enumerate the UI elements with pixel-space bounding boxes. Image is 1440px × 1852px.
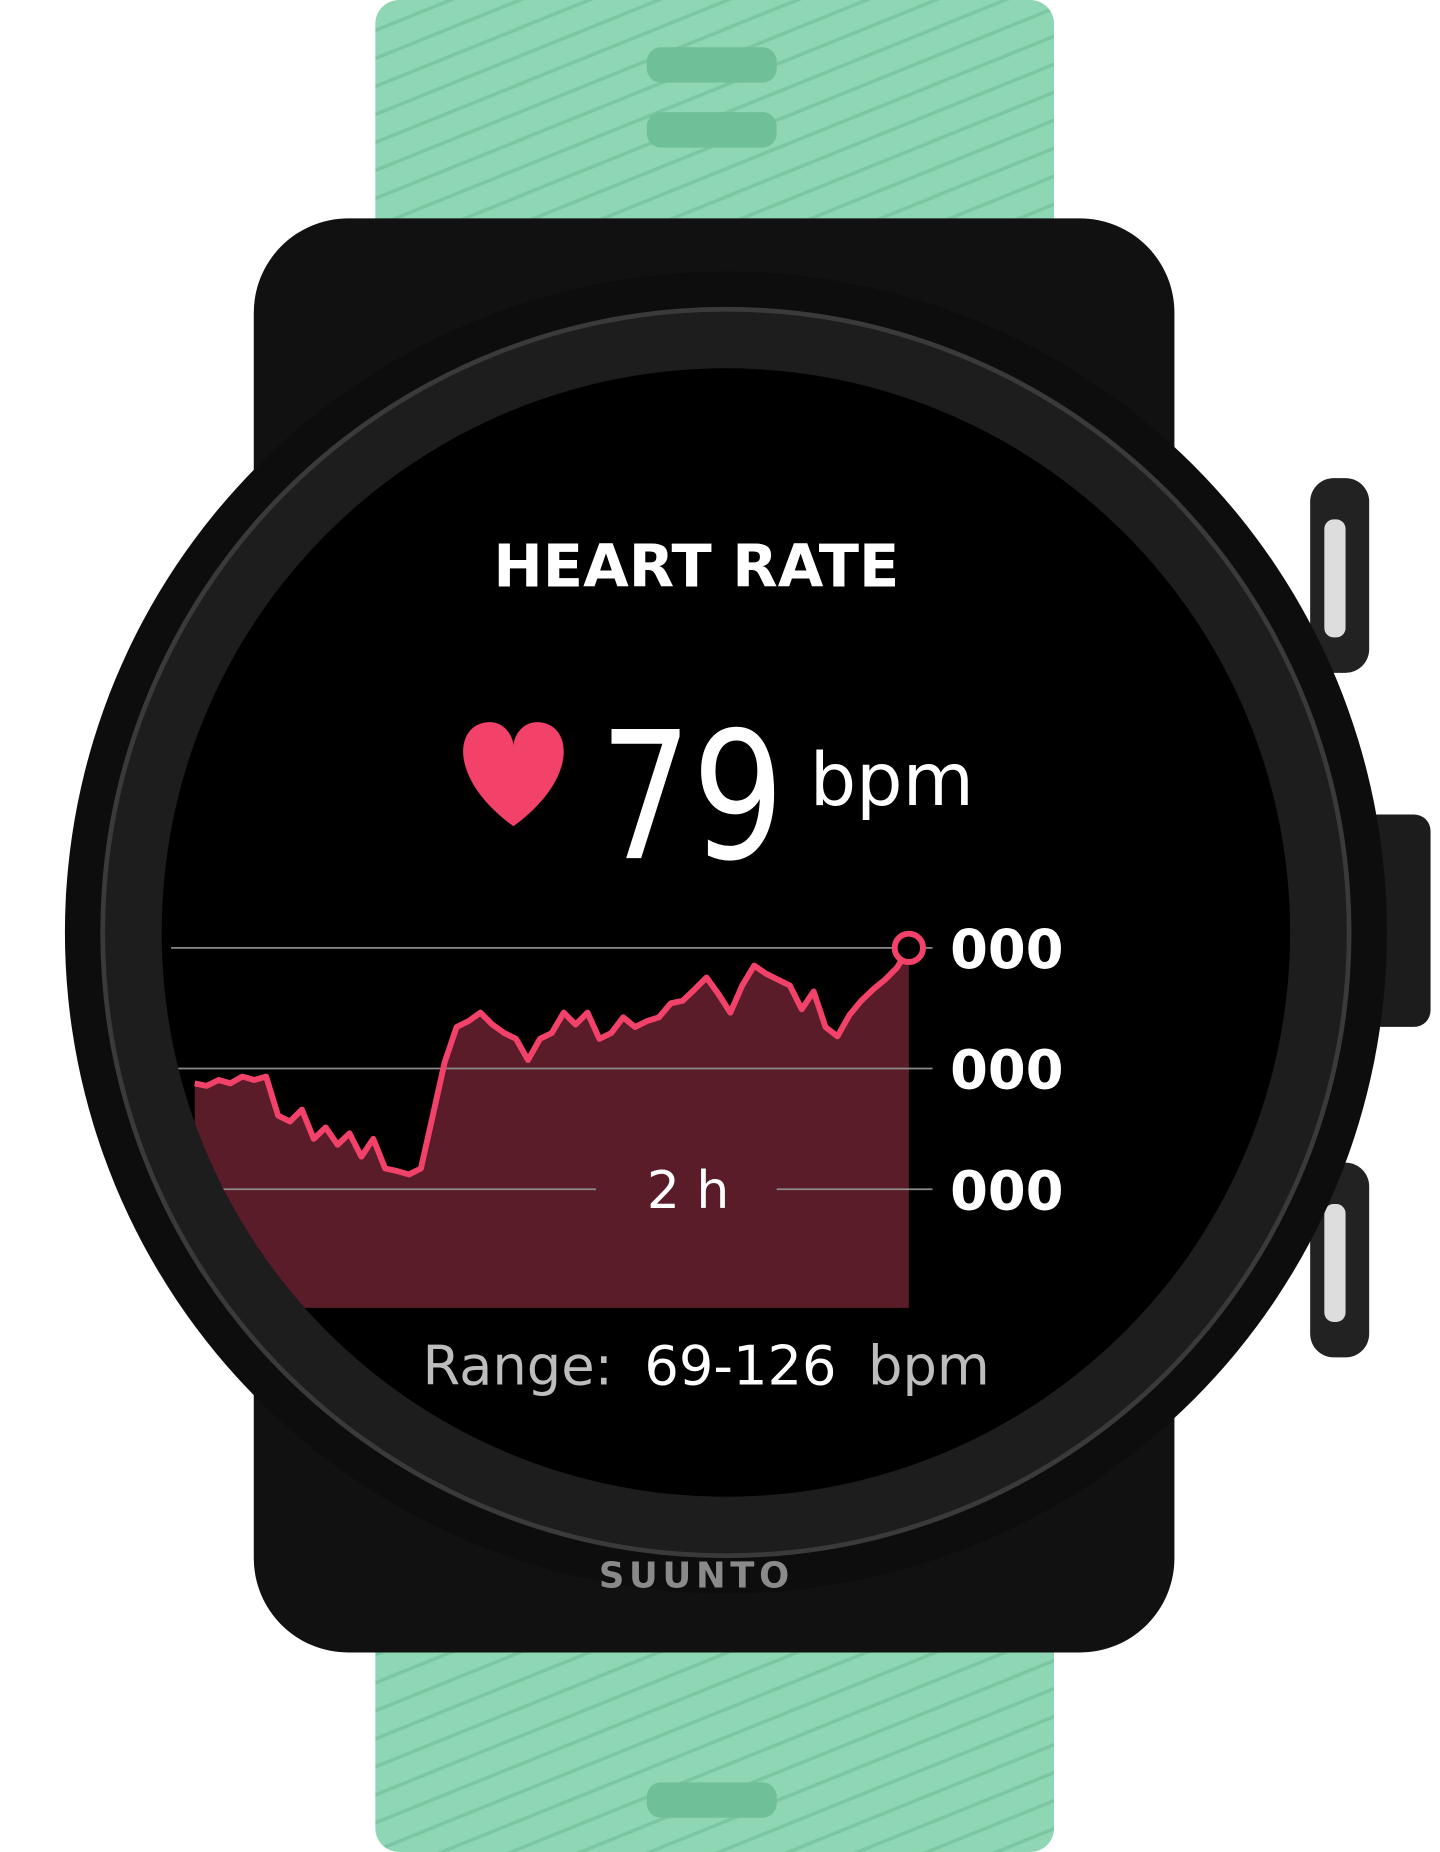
y-tick-label: 000 [950,918,1063,981]
area-line [194,946,912,1178]
annotation-bg [596,1153,777,1225]
screen-title: HEART RATE [493,532,899,601]
strap-hole [646,1782,777,1818]
range: Range: 69-126 bpm [423,1335,990,1398]
strap-hole [646,47,777,83]
heart-icon [463,722,564,827]
y-tick-label: 000 [950,1039,1063,1102]
heart-rate-unit: bpm [810,738,974,823]
y-tick-label: 000 [950,1159,1063,1222]
screen-content: HEART RATE 79 bpm 000 000 000 2 h Range: 69… [171,532,1063,1398]
annotation: 2 h [647,1161,729,1221]
brand: SUUNTO [599,1556,794,1597]
button-highlight [1324,1203,1346,1322]
button-highlight [1324,519,1346,638]
range-value: 69-126 [644,1335,836,1398]
chart: 000 000 000 2 h [171,918,1063,1308]
range-label: Range: [423,1335,613,1398]
last-point [891,930,926,965]
heart-rate-value: 79 [600,695,785,901]
range-unit: bpm [868,1335,990,1398]
strap-hole [646,112,777,148]
